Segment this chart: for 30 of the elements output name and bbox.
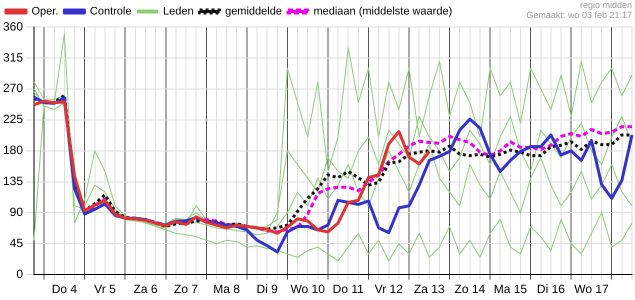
x-tick-label: Wo 10 (290, 282, 326, 296)
y-tick-label: 225 (2, 112, 24, 126)
x-tick-label: Do 4 (52, 282, 78, 296)
y-tick-label: 135 (2, 174, 24, 188)
legend-label: mediaan (middelste waarde) (313, 6, 452, 18)
x-tick-label: Di 16 (536, 282, 566, 296)
text: Gemaakt: wo 03 feb 21:17 (526, 10, 632, 20)
legend-label: Oper. (32, 6, 58, 18)
y-tick-label: 360 (2, 19, 24, 34)
x-tick-label: Za 6 (134, 282, 158, 296)
legend-label: Leden (162, 6, 194, 18)
legend-label: Controle (90, 6, 132, 18)
y-tick-label: 0 (16, 266, 24, 281)
x-tick-label: Zo 7 (174, 282, 198, 296)
legend-label: gemiddelde (225, 6, 282, 18)
y-tick-label: 270 (2, 81, 24, 96)
x-tick-label: Vr 5 (94, 282, 116, 296)
x-tick-label: Vr 12 (374, 282, 404, 296)
y-tick-label: 90 (10, 205, 24, 220)
x-tick-label: Zo 14 (454, 282, 486, 296)
x-tick-label: Do 11 (332, 282, 364, 296)
y-tick-label: 180 (2, 143, 24, 158)
x-tick-label: Wo 17 (574, 282, 610, 296)
y-tick-label: 45 (10, 236, 24, 250)
x-tick-label: Di 9 (256, 282, 278, 296)
x-tick-label: Ma 8 (213, 282, 240, 296)
y-tick-label: 315 (2, 50, 24, 64)
x-tick-label: Ma 15 (494, 282, 528, 296)
x-tick-label: Za 13 (414, 282, 445, 296)
text: regio midden (580, 0, 632, 10)
